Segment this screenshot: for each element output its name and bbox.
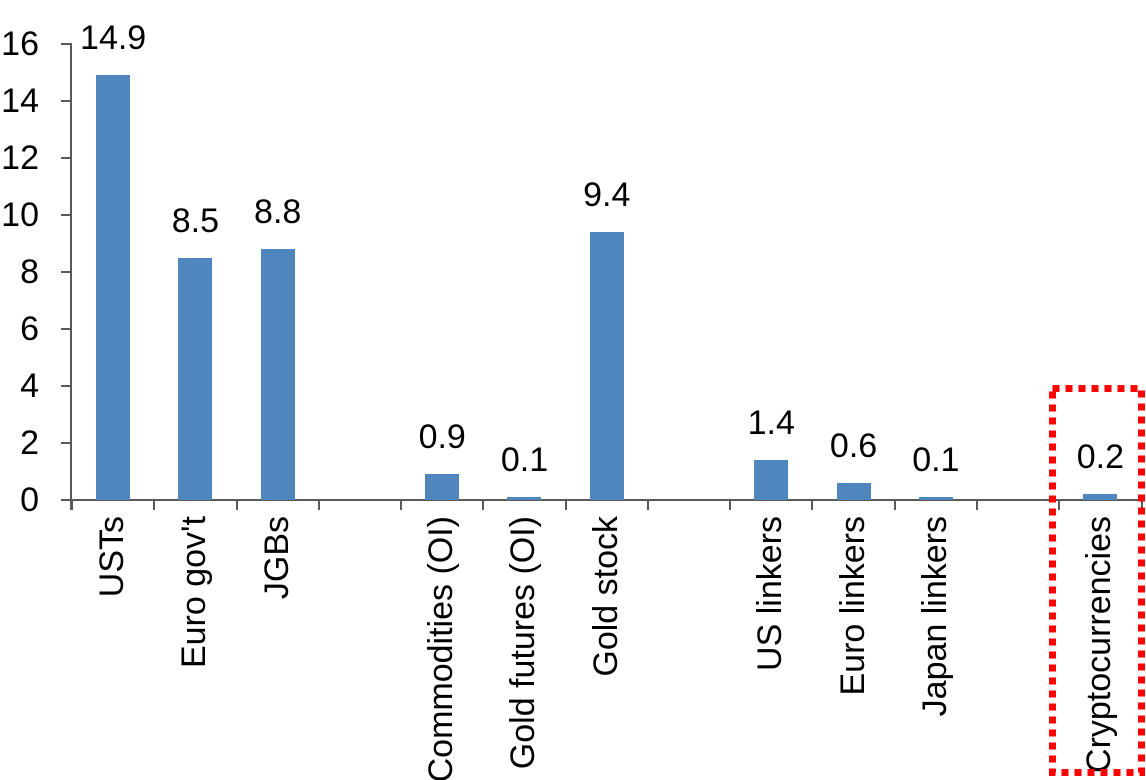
category-label-japan-linkers: Japan linkers bbox=[915, 516, 954, 717]
x-axis-tick bbox=[400, 500, 403, 510]
bar-value-label-jgbs: 8.8 bbox=[254, 192, 302, 231]
bar-cryptocurrencies bbox=[1083, 494, 1118, 500]
category-label-commodities-oi: Commodities (OI) bbox=[422, 516, 461, 780]
y-axis-tick-label: 0 bbox=[20, 481, 39, 519]
bar-value-label-cryptocurrencies: 0.2 bbox=[1076, 438, 1124, 477]
x-axis-tick bbox=[71, 500, 73, 510]
bar-usts bbox=[96, 74, 131, 500]
category-label-usts: USTs bbox=[93, 516, 132, 598]
y-axis-tick bbox=[61, 499, 72, 501]
y-axis-tick bbox=[61, 213, 72, 216]
category-label-euro-gov-t: Euro gov't bbox=[175, 516, 214, 669]
bar-value-label-commodities-oi: 0.9 bbox=[418, 418, 466, 457]
category-label-euro-linkers: Euro linkers bbox=[833, 516, 872, 696]
x-axis-tick bbox=[1058, 500, 1061, 510]
y-axis-tick-label: 2 bbox=[20, 423, 39, 462]
x-axis-tick bbox=[482, 500, 485, 510]
x-axis-tick bbox=[317, 500, 320, 510]
y-axis-tick-label: 10 bbox=[1, 195, 39, 234]
category-label-jgbs: JGBs bbox=[257, 516, 296, 600]
bar-value-label-euro-gov-t: 8.5 bbox=[171, 201, 220, 240]
x-axis-tick bbox=[975, 500, 978, 510]
y-axis-tick-label: 6 bbox=[20, 309, 39, 348]
x-axis-tick bbox=[811, 500, 814, 510]
bar-value-label-gold-futures-oi: 0.1 bbox=[500, 441, 549, 480]
bar-gold-futures-oi bbox=[507, 497, 542, 500]
y-axis-tick bbox=[61, 42, 72, 45]
y-axis-tick-label: 8 bbox=[20, 252, 39, 291]
bar-jgbs bbox=[260, 248, 295, 500]
highlight-box bbox=[1049, 385, 1145, 776]
y-axis-tick-label: 16 bbox=[1, 24, 39, 63]
y-axis-tick-label: 12 bbox=[1, 138, 39, 177]
x-axis-tick bbox=[153, 500, 156, 510]
bar-us-linkers bbox=[754, 460, 789, 500]
y-axis bbox=[70, 43, 72, 510]
y-axis-tick bbox=[61, 441, 72, 444]
x-axis-tick bbox=[729, 500, 732, 510]
x-axis-tick bbox=[564, 500, 567, 510]
bar-gold-stock bbox=[589, 231, 624, 500]
category-label-gold-stock: Gold stock bbox=[586, 516, 625, 677]
category-label-gold-futures-oi: Gold futures (OI) bbox=[504, 516, 543, 770]
bar-value-label-usts: 14.9 bbox=[80, 18, 147, 57]
y-axis-tick bbox=[61, 99, 72, 102]
bar-value-label-euro-linkers: 0.6 bbox=[829, 426, 878, 465]
x-axis-tick bbox=[646, 500, 649, 510]
bar-commodities-oi bbox=[425, 474, 460, 500]
bar-euro-gov-t bbox=[178, 257, 213, 500]
category-label-us-linkers: US linkers bbox=[751, 516, 790, 671]
x-axis bbox=[61, 499, 1142, 501]
y-axis-tick bbox=[61, 156, 72, 159]
bar-value-label-japan-linkers: 0.1 bbox=[912, 441, 960, 480]
y-axis-tick-label: 14 bbox=[1, 81, 39, 120]
x-axis-tick bbox=[235, 500, 238, 510]
x-axis-tick bbox=[893, 500, 896, 510]
y-axis-tick-label: 4 bbox=[20, 366, 39, 405]
bar-value-label-gold-stock: 9.4 bbox=[583, 175, 631, 214]
bar-value-label-us-linkers: 1.4 bbox=[747, 404, 795, 443]
bar-japan-linkers bbox=[918, 497, 953, 500]
y-axis-tick bbox=[61, 384, 72, 387]
bar-euro-linkers bbox=[836, 482, 871, 500]
x-axis-tick bbox=[1140, 500, 1143, 510]
y-axis-tick bbox=[61, 327, 72, 330]
y-axis-tick bbox=[61, 270, 72, 273]
